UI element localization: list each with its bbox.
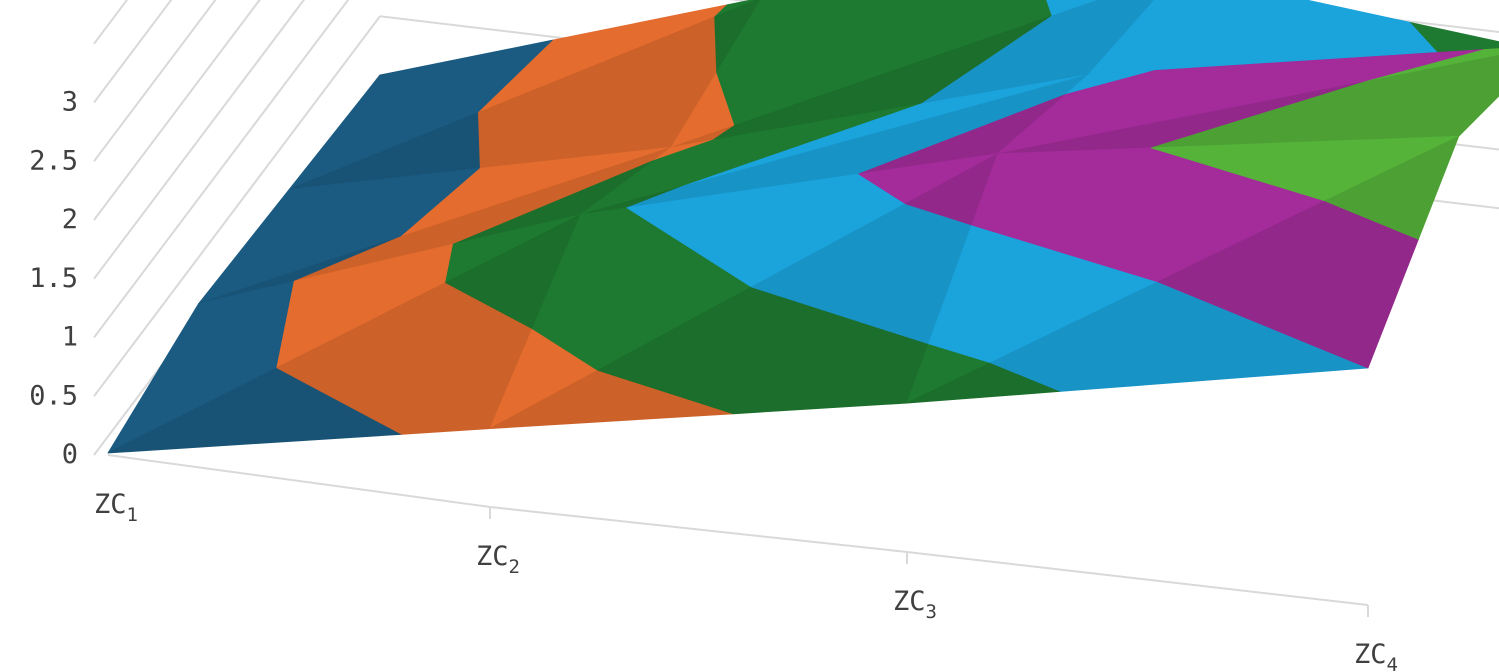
side-gridline — [93, 0, 217, 162]
category-axis — [107, 454, 1369, 617]
surface-facet — [1046, 0, 1100, 17]
category-label: ZC4 — [1354, 639, 1398, 672]
y-tick-label: 1.5 — [29, 263, 78, 294]
side-gridline — [93, 0, 350, 339]
category-axis-line — [107, 454, 1369, 606]
vertical-axis-ticks: 0 0.5 1 1.5 2 2.5 3 — [29, 87, 78, 471]
side-gridline — [93, 15, 381, 397]
y-tick-label: 2.5 — [29, 145, 78, 176]
y-tick-label: 3 — [62, 87, 78, 118]
y-tick-label: 1 — [62, 322, 78, 353]
side-gridline — [93, 0, 261, 221]
y-tick-label: 0.5 — [29, 380, 78, 411]
category-label: ZC1 — [94, 489, 138, 526]
gridline — [1222, 0, 1499, 33]
side-gridline — [93, 0, 306, 280]
surface-plot — [107, 0, 1499, 454]
y-tick-label: 2 — [62, 204, 78, 235]
side-gridline — [93, 0, 173, 104]
y-tick-label: 0 — [62, 439, 78, 470]
surface-facet — [1324, 135, 1460, 240]
category-label: ZC2 — [476, 541, 520, 578]
category-label: ZC3 — [893, 586, 937, 623]
side-gridline — [93, 0, 129, 45]
category-labels: ZC1 ZC2 ZC3 ZC4 — [94, 489, 1398, 672]
